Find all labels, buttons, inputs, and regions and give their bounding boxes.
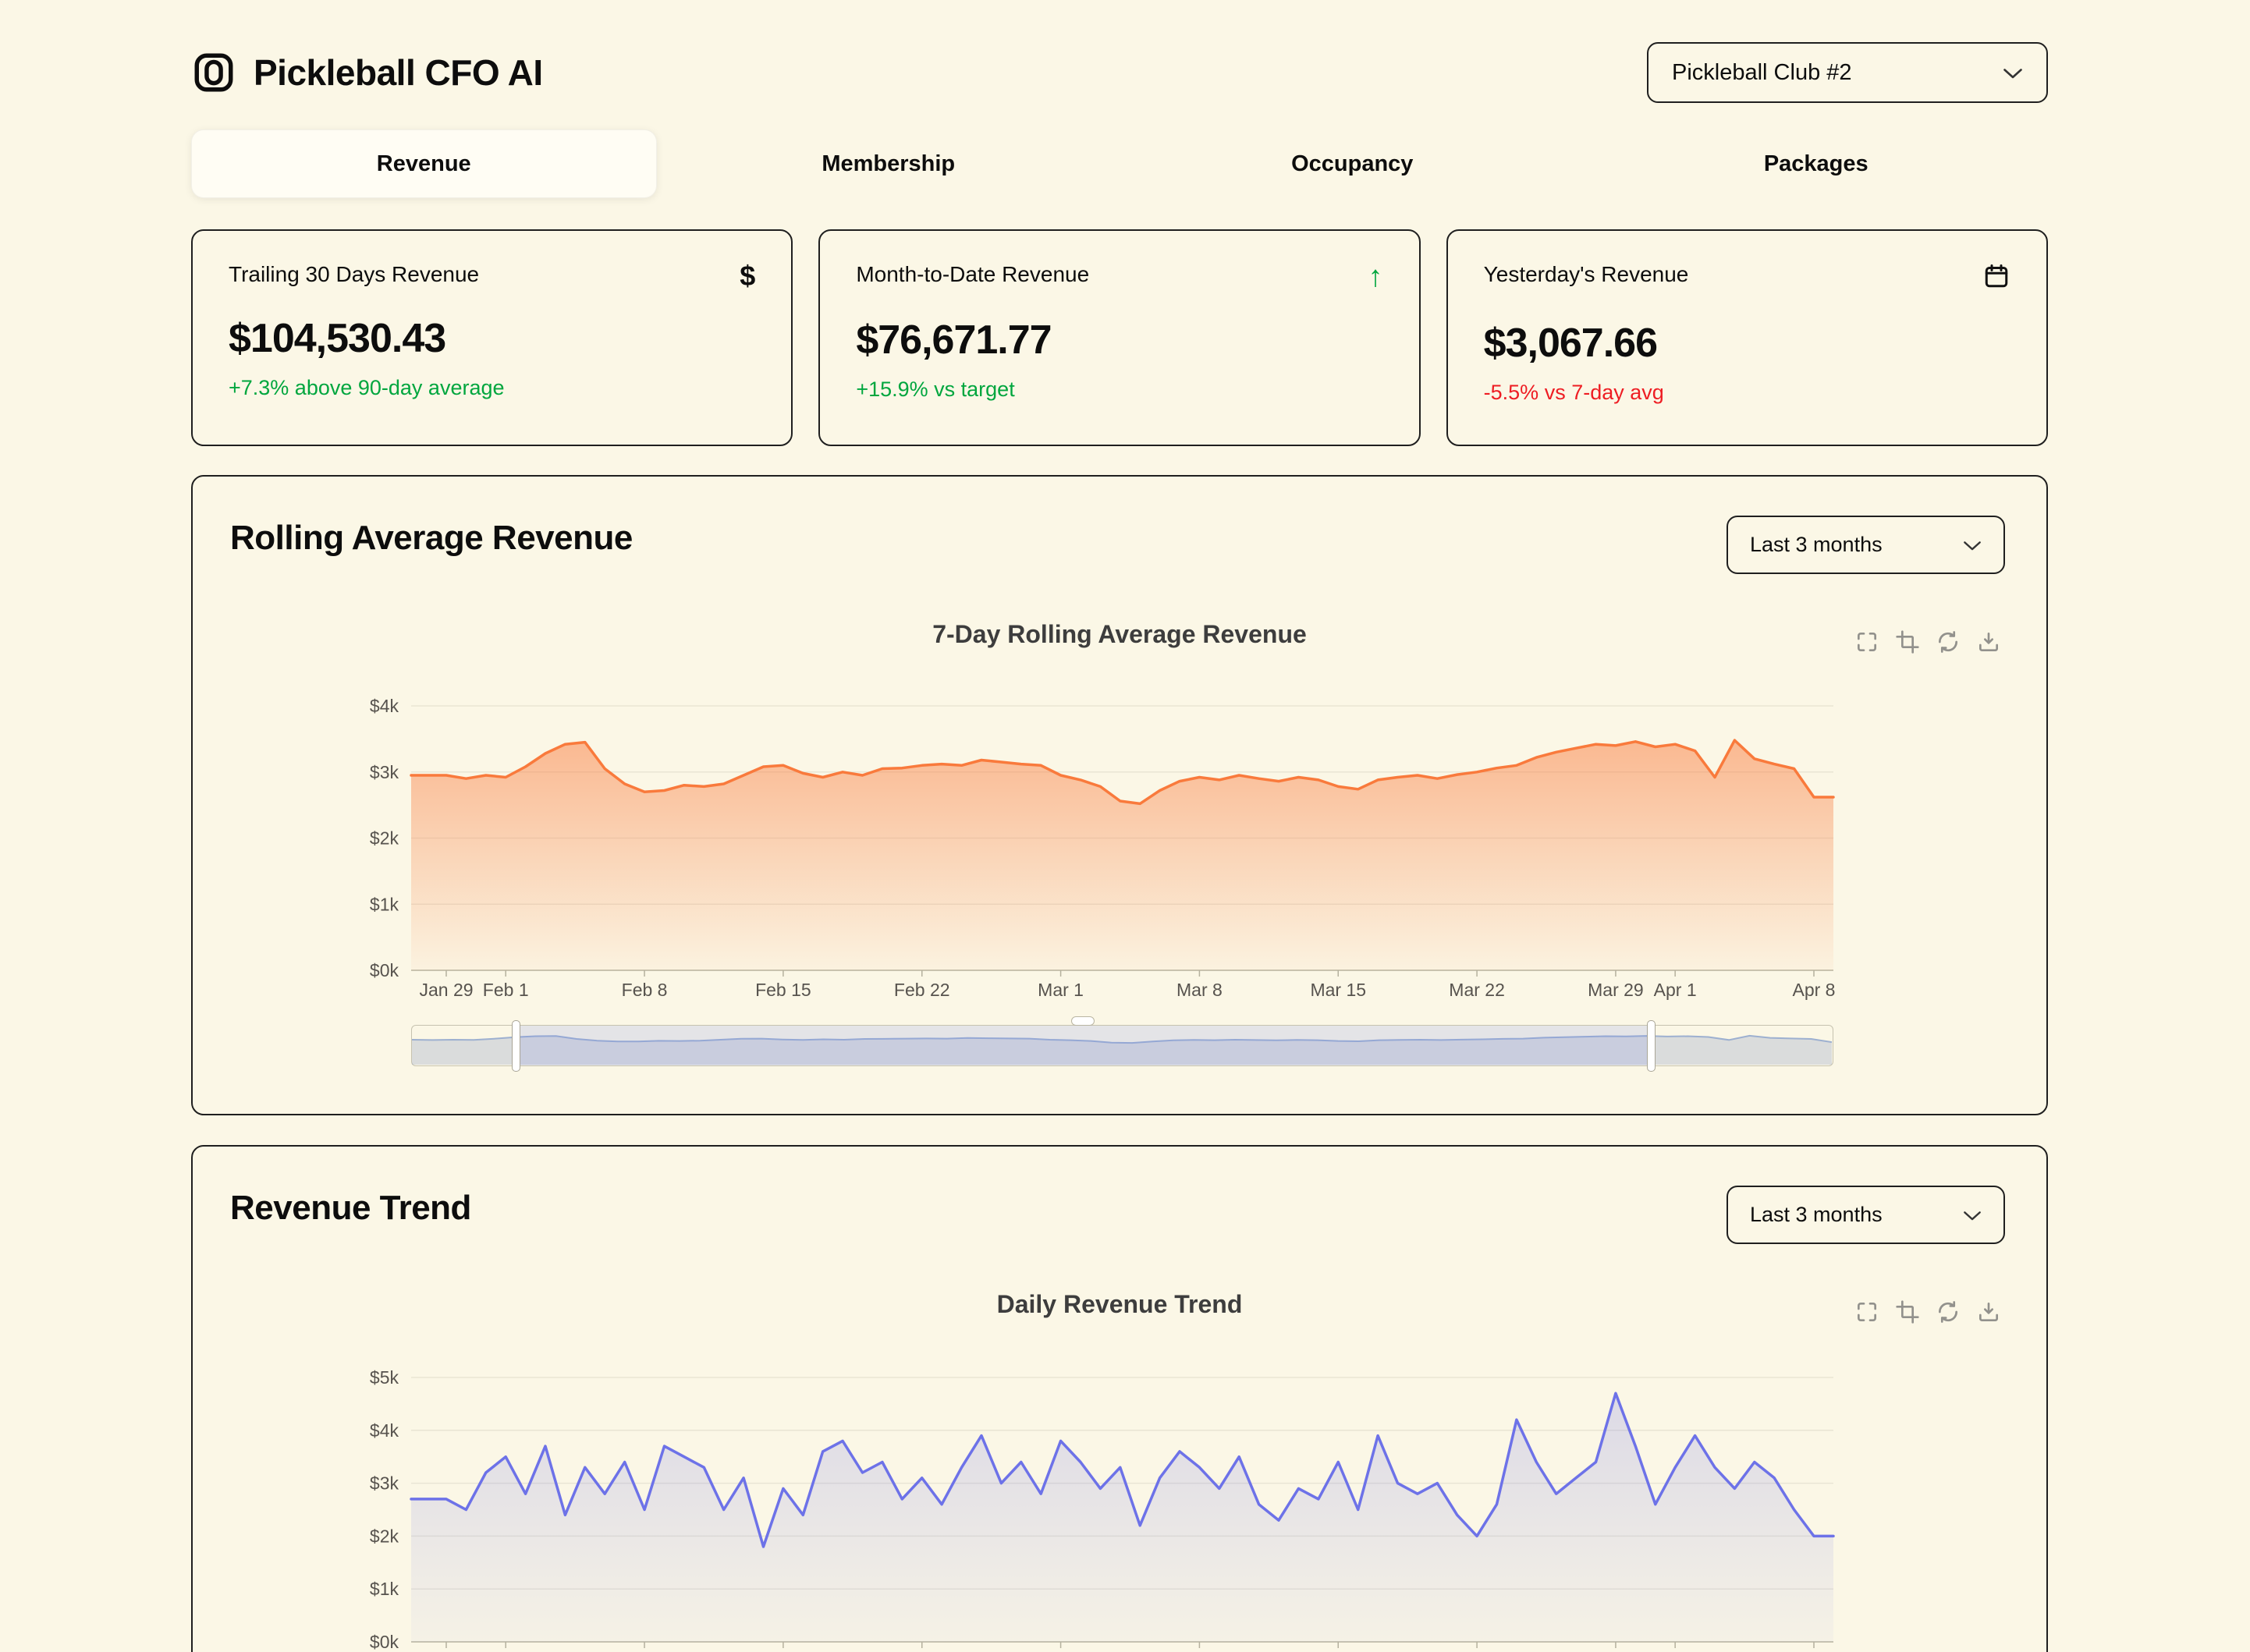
range-selector-value: Last 3 months xyxy=(1750,533,1883,556)
app-logo-icon xyxy=(191,50,236,95)
svg-text:Apr 1: Apr 1 xyxy=(1654,980,1697,1000)
svg-text:$2k: $2k xyxy=(370,828,399,849)
download-icon[interactable] xyxy=(1975,1298,2003,1326)
svg-text:$1k: $1k xyxy=(370,1579,399,1599)
svg-text:Jan 29: Jan 29 xyxy=(419,980,473,1000)
brand: Pickleball CFO AI xyxy=(191,50,543,95)
rangeslider-handle-left[interactable] xyxy=(511,1020,520,1072)
box-zoom-icon[interactable] xyxy=(1853,1298,1881,1326)
svg-text:Mar 1: Mar 1 xyxy=(1038,980,1084,1000)
arrow-up-icon: ↑ xyxy=(1368,261,1383,293)
club-selector[interactable]: Pickleball Club #2 xyxy=(1647,42,2048,103)
svg-text:$0k: $0k xyxy=(370,960,399,980)
kpi-delta: +7.3% above 90-day average xyxy=(229,376,505,399)
rangeslider-minichart xyxy=(412,1034,1832,1065)
crop-icon[interactable] xyxy=(1893,1298,1922,1326)
chart-modebar xyxy=(1853,628,2003,656)
rangeslider[interactable] xyxy=(411,1016,1833,1072)
kpi-delta: +15.9% vs target xyxy=(856,378,1015,401)
reset-axes-icon[interactable] xyxy=(1934,628,1962,656)
tab-label: Membership xyxy=(822,151,956,176)
tab-label: Occupancy xyxy=(1291,151,1414,176)
chart-title: Daily Revenue Trend xyxy=(996,1290,1243,1318)
download-icon[interactable] xyxy=(1975,628,2003,656)
svg-text:Feb 22: Feb 22 xyxy=(894,980,950,1000)
svg-text:$1k: $1k xyxy=(370,894,399,914)
header: Pickleball CFO AI Pickleball Club #2 xyxy=(191,37,2048,108)
svg-text:Feb 1: Feb 1 xyxy=(483,980,529,1000)
rolling-average-chart[interactable]: $0k $1k $2k $3k $4k Jan 29 Feb 1 Feb 8 Feb 15 Feb… xyxy=(193,690,2049,1002)
crop-icon[interactable] xyxy=(1893,628,1922,656)
range-selector[interactable]: Last 3 months xyxy=(1727,1186,2005,1244)
tab-packages[interactable]: Packages xyxy=(1585,129,2049,198)
section-title-revenue-trend: Revenue Trend xyxy=(230,1189,471,1227)
svg-text:Mar 22: Mar 22 xyxy=(1449,980,1505,1000)
svg-text:Mar 29: Mar 29 xyxy=(1588,980,1644,1000)
kpi-card-yesterday: Yesterday's Revenue $3,067.66 -5.5% vs 7… xyxy=(1446,229,2048,446)
chevron-down-icon xyxy=(1963,533,1982,557)
range-selector-value: Last 3 months xyxy=(1750,1203,1883,1226)
tab-occupancy[interactable]: Occupancy xyxy=(1120,129,1585,198)
kpi-card-month-to-date: Month-to-Date Revenue ↑ $76,671.77 +15.9… xyxy=(818,229,1421,446)
chevron-down-icon xyxy=(1963,1203,1982,1227)
svg-text:$3k: $3k xyxy=(370,1473,399,1494)
kpi-value: $3,067.66 xyxy=(1483,321,1658,366)
tab-label: Packages xyxy=(1763,151,1868,176)
chart-modebar xyxy=(1853,1298,2003,1326)
kpi-card-trailing-30-days: Trailing 30 Days Revenue $ $104,530.43 +… xyxy=(191,229,793,446)
reset-axes-icon[interactable] xyxy=(1934,1298,1962,1326)
club-selector-value: Pickleball Club #2 xyxy=(1672,59,1852,85)
svg-text:Feb 8: Feb 8 xyxy=(622,980,668,1000)
kpi-row: Trailing 30 Days Revenue $ $104,530.43 +… xyxy=(191,229,2048,446)
rangeslider-handle-right[interactable] xyxy=(1646,1020,1656,1072)
calendar-icon xyxy=(1982,262,2010,295)
svg-text:Mar 8: Mar 8 xyxy=(1176,980,1223,1000)
range-selector[interactable]: Last 3 months xyxy=(1727,516,2005,574)
svg-text:$4k: $4k xyxy=(370,1420,399,1441)
chevron-down-icon xyxy=(2003,60,2023,86)
tab-revenue[interactable]: Revenue xyxy=(191,129,657,198)
kpi-label: Yesterday's Revenue xyxy=(1483,262,1689,286)
box-zoom-icon[interactable] xyxy=(1853,628,1881,656)
rangeslider-selection[interactable] xyxy=(515,1026,1651,1065)
svg-text:$2k: $2k xyxy=(370,1526,399,1546)
svg-text:Mar 15: Mar 15 xyxy=(1310,980,1366,1000)
kpi-value: $104,530.43 xyxy=(229,316,446,361)
section-title-rolling-average: Rolling Average Revenue xyxy=(230,519,633,557)
kpi-label: Trailing 30 Days Revenue xyxy=(229,262,480,286)
svg-text:Feb 15: Feb 15 xyxy=(755,980,811,1000)
svg-text:$3k: $3k xyxy=(370,762,399,782)
dollar-icon: $ xyxy=(740,260,756,292)
tab-membership[interactable]: Membership xyxy=(657,129,1121,198)
tab-label: Revenue xyxy=(376,151,471,176)
kpi-value: $76,671.77 xyxy=(856,317,1052,363)
kpi-label: Month-to-Date Revenue xyxy=(856,262,1090,286)
chart-title: 7-Day Rolling Average Revenue xyxy=(932,620,1307,648)
revenue-trend-card: Revenue Trend Last 3 months Daily Revenu… xyxy=(191,1145,2048,1652)
svg-text:$4k: $4k xyxy=(370,696,399,716)
rolling-average-card: Rolling Average Revenue Last 3 months 7-… xyxy=(191,475,2048,1115)
svg-text:$0k: $0k xyxy=(370,1632,399,1652)
kpi-delta: -5.5% vs 7-day avg xyxy=(1483,381,1664,404)
svg-text:$5k: $5k xyxy=(370,1367,399,1388)
svg-text:Apr 8: Apr 8 xyxy=(1793,980,1836,1000)
rangeslider-grip[interactable] xyxy=(1071,1016,1095,1026)
tab-bar: Revenue Membership Occupancy Packages xyxy=(191,129,2048,198)
app-title: Pickleball CFO AI xyxy=(254,52,543,93)
